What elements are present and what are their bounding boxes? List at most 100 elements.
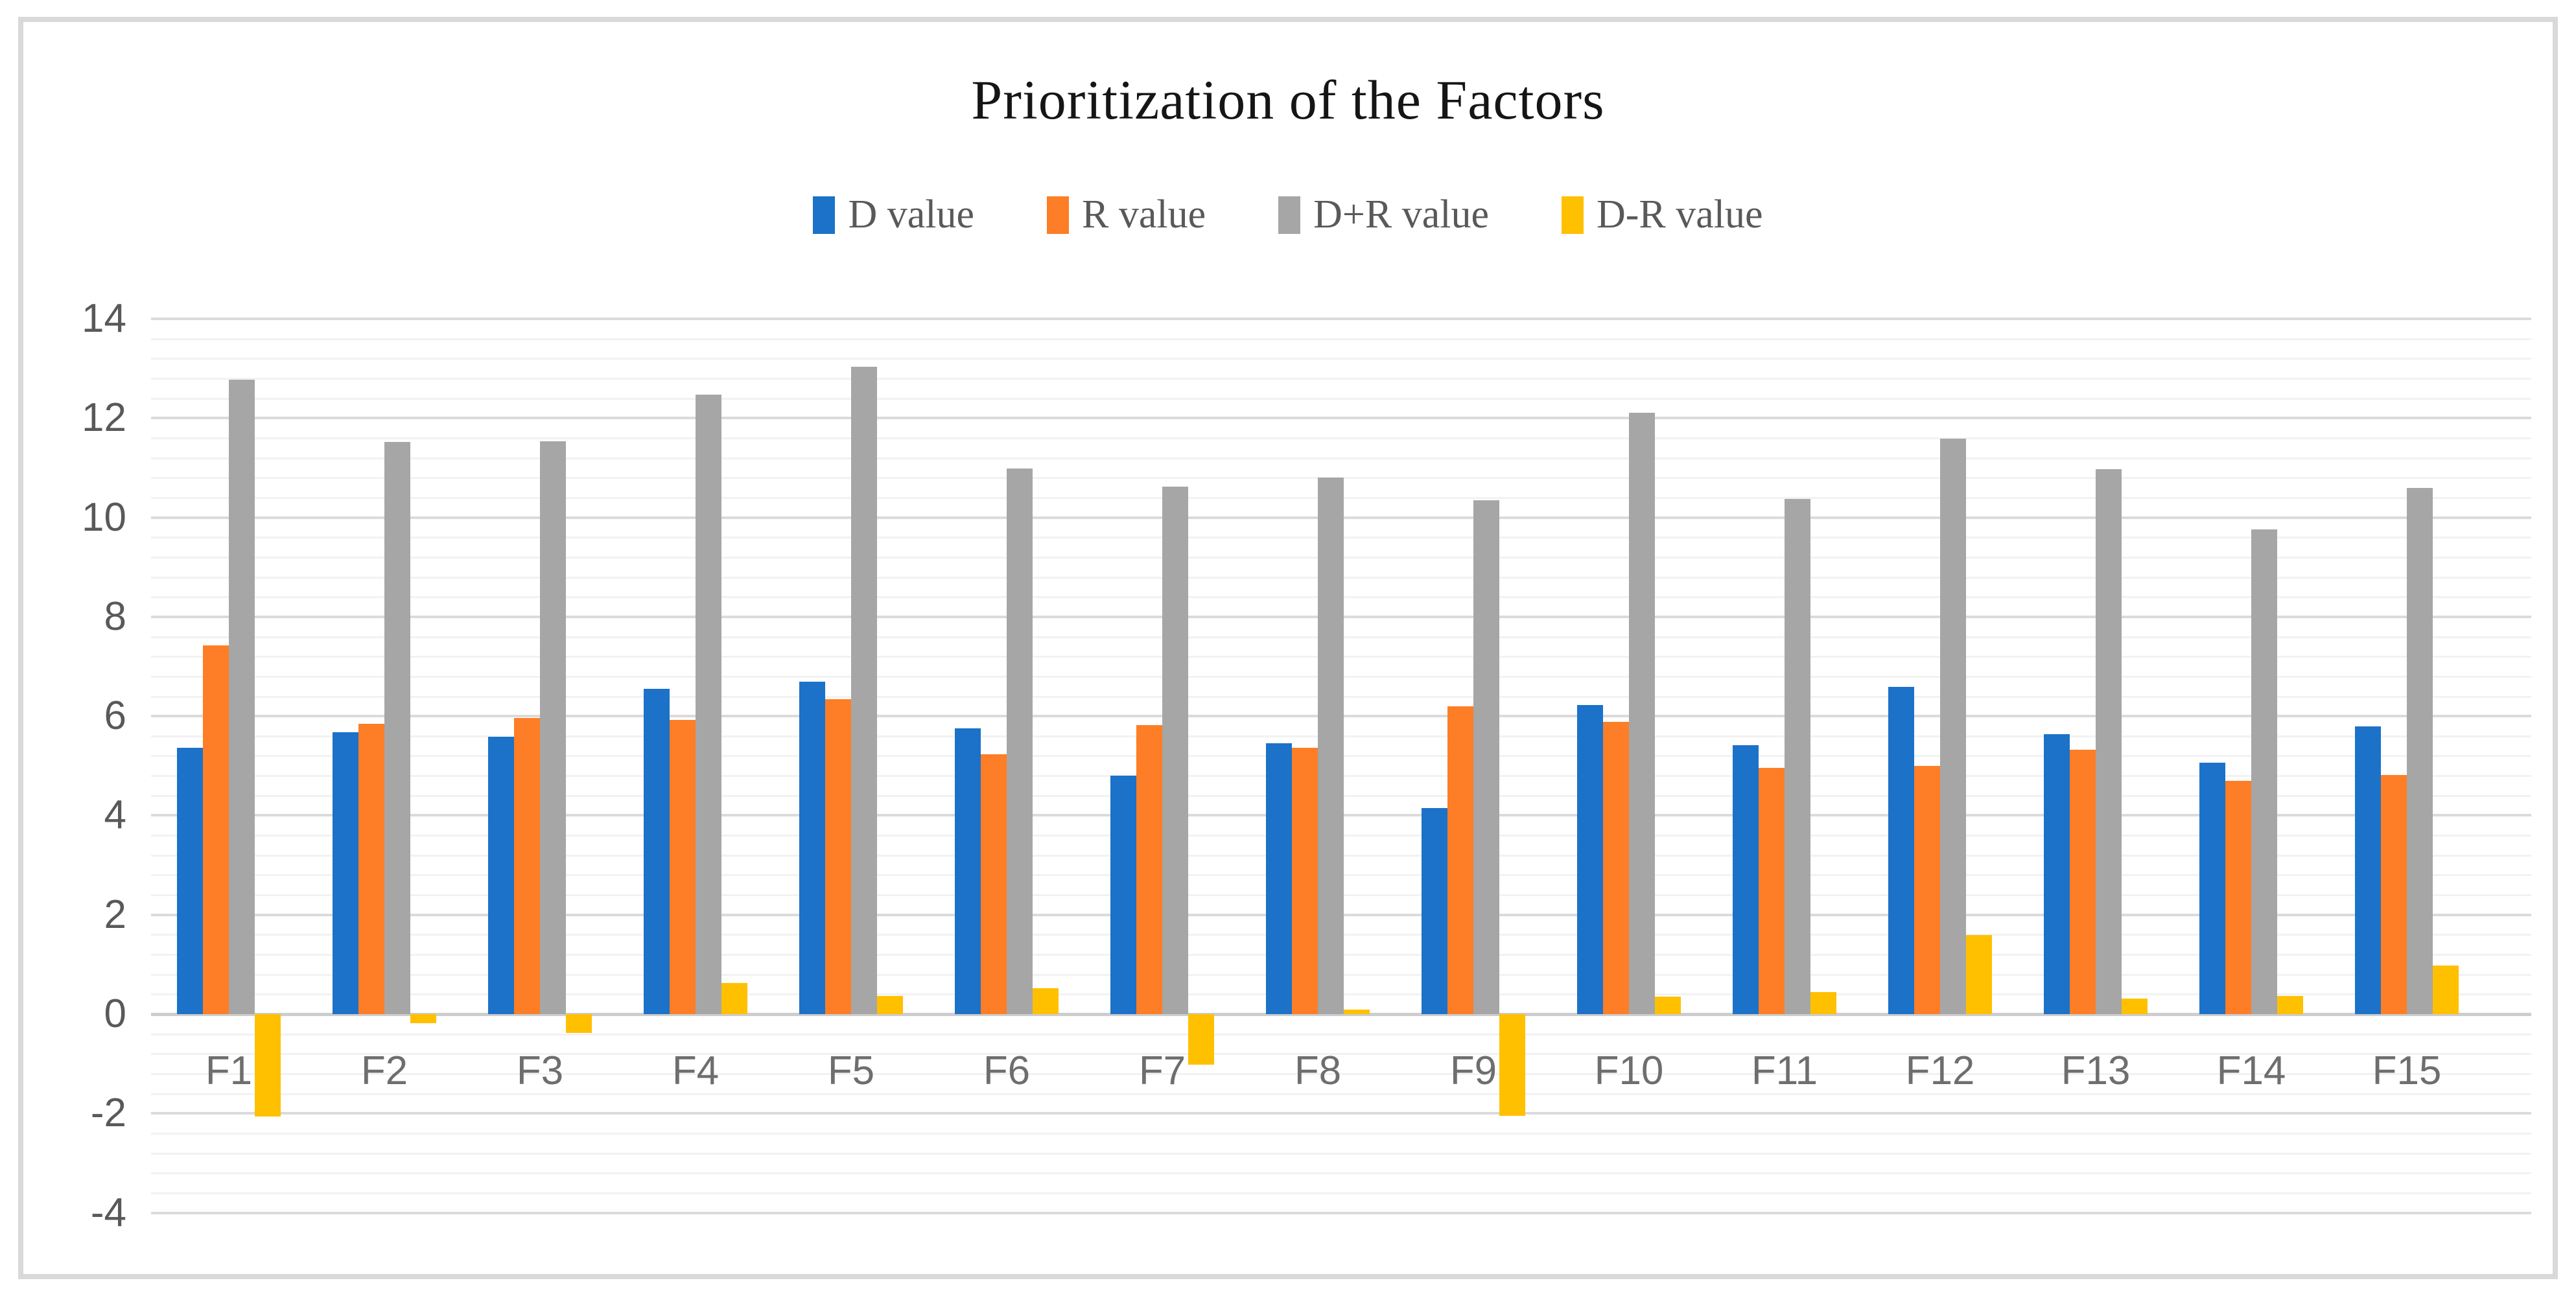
- minor-gridline: [151, 1192, 2531, 1194]
- bar-d-r-value-f4: [696, 394, 721, 1014]
- x-axis-category-label: F11: [1751, 1048, 1818, 1093]
- legend-swatch-icon: [1047, 196, 1069, 234]
- legend-item-d-value: D value: [813, 192, 974, 238]
- bar-d-r-value-f8: [1344, 1010, 1370, 1014]
- bar-d-value-f13: [2044, 734, 2070, 1014]
- bar-r-value-f12: [1914, 765, 1940, 1014]
- bar-d-value-f1: [177, 748, 203, 1014]
- bar-d-value-f7: [1110, 776, 1136, 1014]
- bar-d-r-value-f4: [721, 983, 747, 1014]
- bar-d-r-value-f6: [1033, 988, 1059, 1014]
- chart-legend: D value R value D+R value D-R value: [0, 192, 2576, 238]
- x-axis-category-label: F14: [2216, 1048, 2286, 1093]
- legend-label: D value: [848, 192, 974, 237]
- bar-d-value-f6: [955, 728, 981, 1014]
- y-axis-tick-label: 14: [82, 296, 126, 341]
- y-axis-tick-label: 4: [104, 793, 126, 838]
- x-axis-category-label: F7: [1138, 1048, 1186, 1093]
- bar-r-value-f8: [1292, 748, 1318, 1014]
- minor-gridline: [151, 1132, 2531, 1135]
- bar-r-value-f11: [1759, 767, 1785, 1014]
- bar-d-r-value-f6: [1007, 469, 1033, 1014]
- legend-label: D-R value: [1596, 192, 1763, 237]
- bar-d-r-value-f14: [2277, 996, 2303, 1014]
- y-axis-tick-label: -2: [90, 1091, 126, 1136]
- bar-d-r-value-f1: [229, 379, 255, 1014]
- x-axis-category-label: F4: [672, 1048, 720, 1093]
- major-gridline: [151, 1112, 2531, 1115]
- bar-r-value-f15: [2381, 775, 2407, 1014]
- legend-swatch-icon: [1561, 196, 1584, 234]
- minor-gridline: [151, 1053, 2531, 1056]
- bar-d-r-value-f13: [2096, 469, 2122, 1014]
- bar-d-value-f15: [2355, 726, 2381, 1014]
- bar-d-r-value-f12: [1940, 438, 1966, 1014]
- x-axis-category-label: F9: [1449, 1048, 1497, 1093]
- minor-gridline: [151, 1072, 2531, 1075]
- minor-gridline: [151, 1033, 2531, 1036]
- legend-label: D+R value: [1313, 192, 1489, 237]
- bar-d-r-value-f11: [1810, 991, 1836, 1014]
- bar-d-value-f10: [1577, 704, 1603, 1014]
- bar-d-r-value-f8: [1318, 477, 1344, 1014]
- bar-r-value-f6: [981, 754, 1007, 1014]
- minor-gridline: [151, 1152, 2531, 1155]
- bar-d-value-f4: [644, 689, 670, 1014]
- chart-title: Prioritization of the Factors: [971, 69, 1605, 131]
- bar-d-r-value-f7: [1188, 1014, 1214, 1065]
- x-axis-category-label: F6: [983, 1048, 1031, 1093]
- minor-gridline: [151, 378, 2531, 380]
- major-gridline: [151, 1211, 2531, 1214]
- bar-d-r-value-f15: [2407, 487, 2433, 1014]
- bar-d-r-value-f2: [384, 442, 410, 1014]
- bar-d-r-value-f1: [255, 1014, 281, 1117]
- bar-d-value-f11: [1733, 745, 1759, 1014]
- legend-item-d-r-value: D+R value: [1278, 192, 1489, 238]
- bar-d-r-value-f3: [540, 441, 566, 1014]
- bar-d-value-f8: [1266, 743, 1292, 1014]
- bar-r-value-f1: [203, 645, 229, 1014]
- bar-d-r-value-f5: [851, 366, 877, 1014]
- bar-d-r-value-f7: [1162, 487, 1188, 1014]
- bar-d-r-value-f15: [2433, 965, 2459, 1014]
- bar-d-r-value-f5: [877, 996, 903, 1014]
- bar-d-value-f5: [799, 681, 825, 1014]
- y-axis-tick-label: 2: [104, 892, 126, 937]
- minor-gridline: [151, 437, 2531, 439]
- bar-d-value-f9: [1422, 807, 1447, 1014]
- bar-r-value-f14: [2225, 780, 2251, 1014]
- y-axis-tick-label: 0: [104, 991, 126, 1036]
- bar-d-value-f2: [333, 732, 358, 1014]
- minor-gridline: [151, 457, 2531, 459]
- bar-r-value-f2: [358, 723, 384, 1014]
- legend-swatch-icon: [813, 196, 836, 234]
- minor-gridline: [151, 1093, 2531, 1095]
- y-axis-tick-label: 12: [82, 395, 126, 441]
- bar-d-value-f3: [488, 737, 514, 1014]
- minor-gridline: [151, 358, 2531, 360]
- y-axis-tick-label: 6: [104, 693, 126, 739]
- minor-gridline: [151, 1172, 2531, 1175]
- bar-r-value-f4: [670, 719, 696, 1014]
- bar-d-value-f12: [1888, 686, 1914, 1014]
- y-axis-tick-label: 8: [104, 594, 126, 639]
- bar-d-r-value-f9: [1473, 500, 1499, 1014]
- bar-d-r-value-f10: [1629, 412, 1655, 1014]
- x-axis-category-label: F3: [516, 1048, 564, 1093]
- x-axis-category-label: F5: [827, 1048, 875, 1093]
- x-axis-category-label: F2: [360, 1048, 408, 1093]
- x-axis-category-label: F12: [1905, 1048, 1975, 1093]
- x-axis-category-label: F1: [205, 1048, 253, 1093]
- legend-label: R value: [1082, 192, 1206, 237]
- bar-d-r-value-f2: [410, 1014, 436, 1023]
- bar-d-r-value-f12: [1966, 935, 1992, 1014]
- bar-d-r-value-f3: [566, 1014, 592, 1034]
- zero-gridline: [151, 1013, 2531, 1016]
- bar-r-value-f3: [514, 718, 540, 1014]
- bar-d-r-value-f11: [1785, 499, 1810, 1014]
- bar-d-r-value-f9: [1499, 1014, 1525, 1117]
- bar-d-r-value-f10: [1655, 997, 1681, 1014]
- legend-swatch-icon: [1278, 196, 1301, 234]
- x-axis-category-label: F8: [1294, 1048, 1342, 1093]
